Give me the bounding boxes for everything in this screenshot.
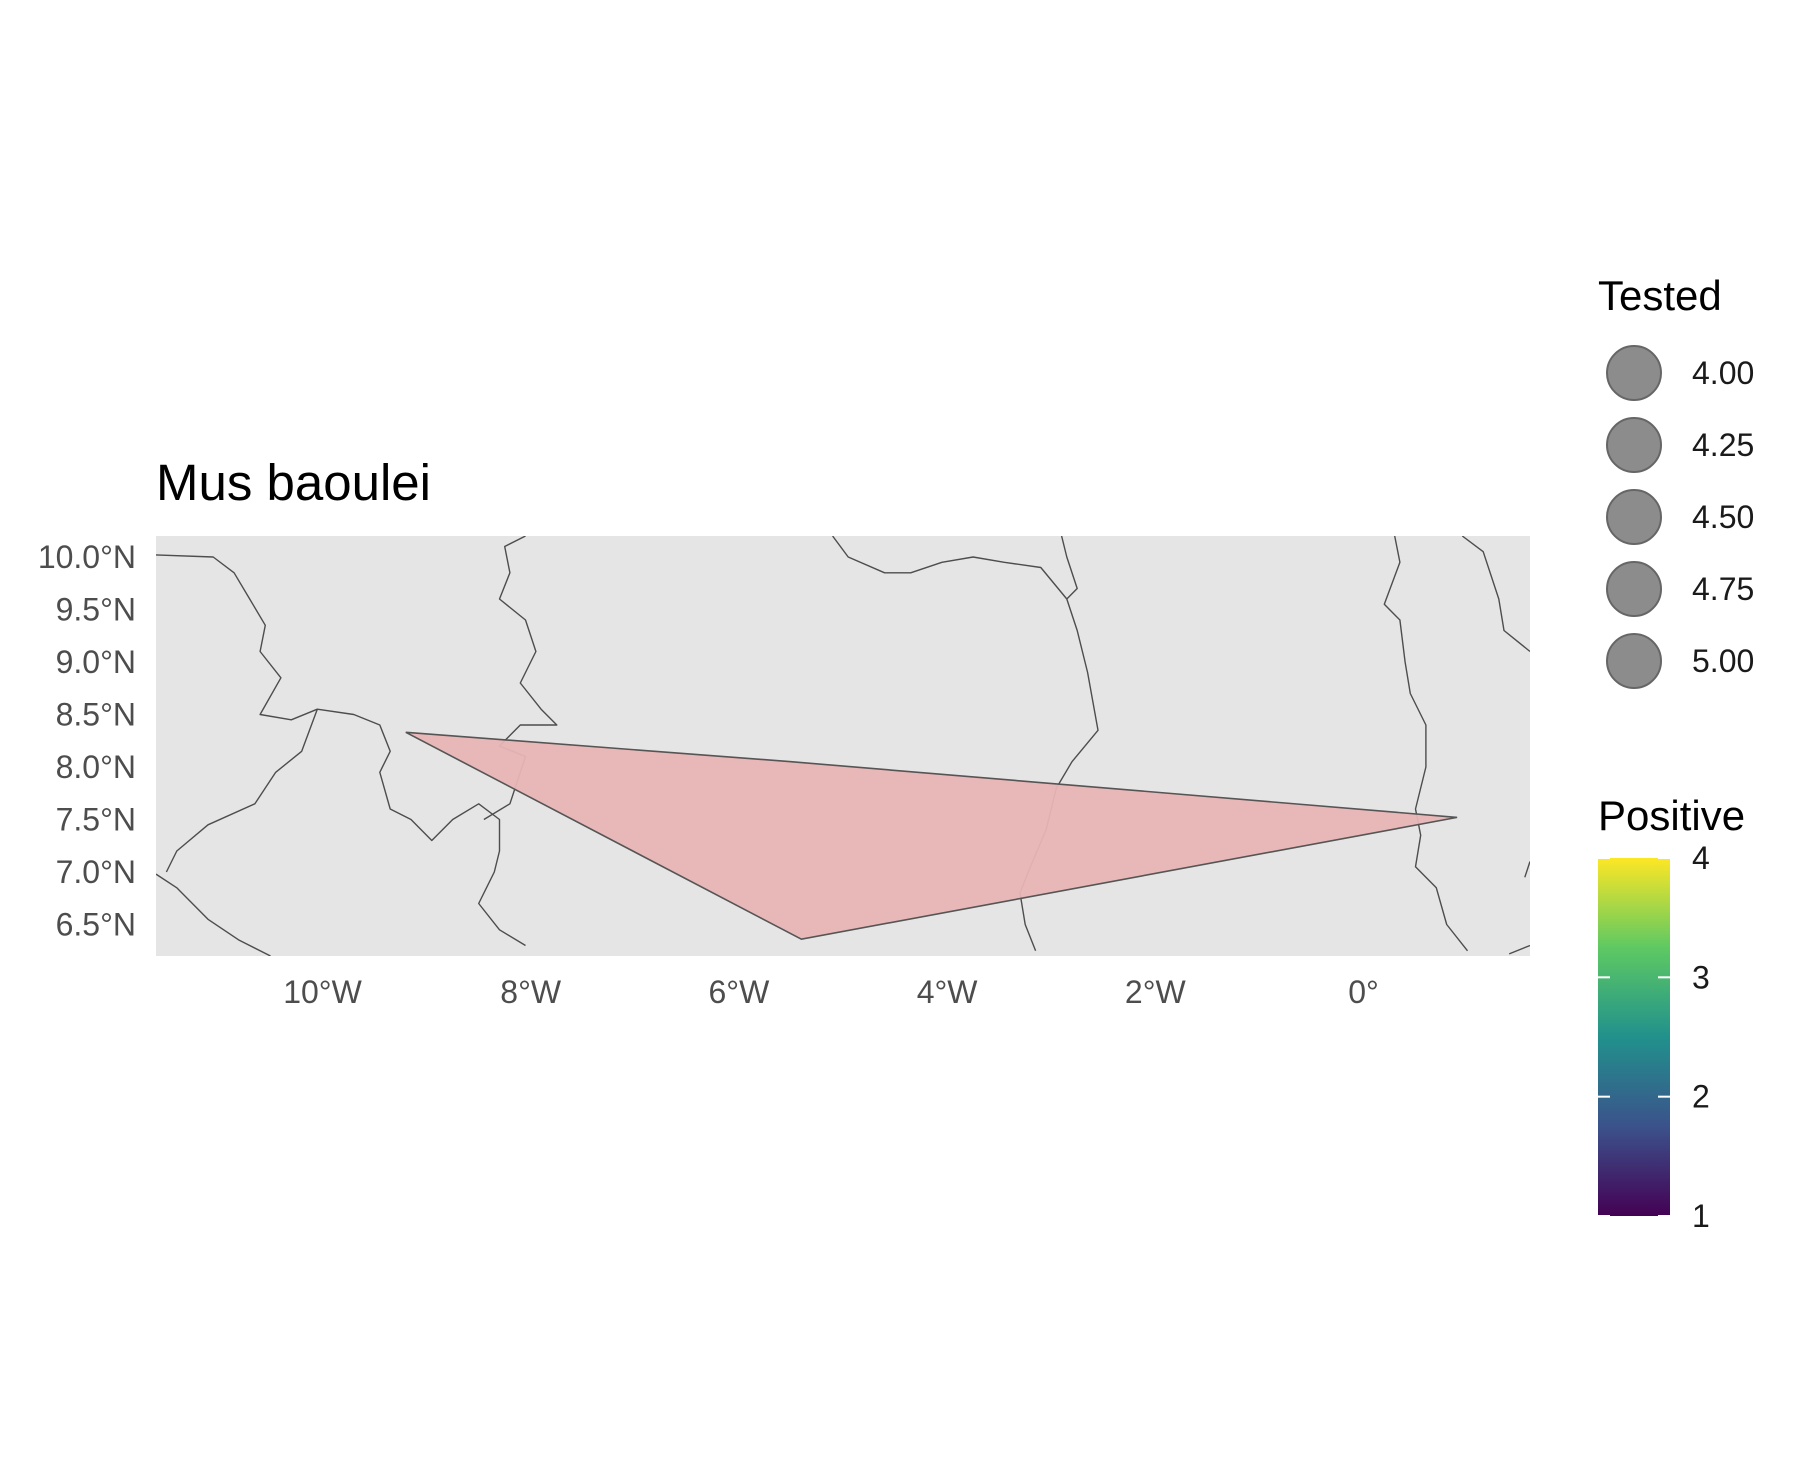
legend-tested-label: 4.00 bbox=[1692, 355, 1754, 391]
legend-tested-label: 4.50 bbox=[1692, 499, 1754, 535]
border-line-1 bbox=[165, 708, 318, 873]
y-axis: 10.0°N 9.5°N 9.0°N 8.5°N 8.0°N 7.5°N 7.0°N 6.5°… bbox=[38, 539, 136, 943]
y-tick-label: 7.5°N bbox=[56, 802, 136, 838]
x-axis: 10°W 8°W 6°W 4°W 2°W 0° bbox=[283, 974, 1379, 1010]
legend-tested-swatch bbox=[1606, 345, 1662, 401]
legend-positive-label: 1 bbox=[1692, 1198, 1710, 1234]
border-line-5 bbox=[1060, 536, 1078, 600]
x-tick-label: 4°W bbox=[917, 974, 979, 1010]
legend-tested-swatch bbox=[1606, 633, 1662, 689]
colorbar bbox=[1598, 858, 1670, 1216]
x-tick-label: 10°W bbox=[283, 974, 362, 1010]
y-tick-label: 9.0°N bbox=[56, 644, 136, 680]
legend-positive-label: 2 bbox=[1692, 1079, 1710, 1115]
y-tick-label: 9.5°N bbox=[56, 592, 136, 628]
border-line-2 bbox=[156, 873, 271, 956]
y-tick-label: 10.0°N bbox=[38, 539, 136, 575]
legend-tested-swatch bbox=[1606, 489, 1662, 545]
border-line-7 bbox=[1461, 536, 1530, 653]
legend-tested-title: Tested bbox=[1598, 272, 1722, 319]
legend-tested-label: 5.00 bbox=[1692, 643, 1754, 679]
border-line-6 bbox=[1383, 536, 1469, 952]
legend-positive-label: 3 bbox=[1692, 959, 1710, 995]
country-borders bbox=[156, 536, 1530, 956]
x-tick-label: 6°W bbox=[709, 974, 771, 1010]
legend-tested: Tested 4.00 4.25 4.50 4.75 5.00 bbox=[1598, 272, 1754, 689]
legend-positive-title: Positive bbox=[1598, 792, 1745, 839]
legend-tested-swatch bbox=[1606, 561, 1662, 617]
border-line-8 bbox=[1508, 944, 1530, 955]
legend-positive-label: 4 bbox=[1692, 840, 1710, 876]
y-tick-label: 8.0°N bbox=[56, 749, 136, 785]
chart-title: Mus baoulei bbox=[156, 454, 431, 511]
legend-tested-label: 4.25 bbox=[1692, 427, 1754, 463]
x-tick-label: 8°W bbox=[500, 974, 562, 1010]
y-tick-label: 8.5°N bbox=[56, 697, 136, 733]
y-tick-label: 6.5°N bbox=[56, 907, 136, 943]
range-layer bbox=[405, 731, 1458, 941]
border-line-9 bbox=[1524, 861, 1530, 878]
y-tick-label: 7.0°N bbox=[56, 854, 136, 890]
border-line-0 bbox=[156, 554, 526, 947]
legend-tested-swatch bbox=[1606, 417, 1662, 473]
range-polygon bbox=[405, 731, 1458, 941]
legend-tested-label: 4.75 bbox=[1692, 571, 1754, 607]
x-tick-label: 2°W bbox=[1125, 974, 1187, 1010]
x-tick-label: 0° bbox=[1348, 974, 1379, 1010]
legend-positive: Positive 1 2 3 4 bbox=[1598, 792, 1745, 1234]
